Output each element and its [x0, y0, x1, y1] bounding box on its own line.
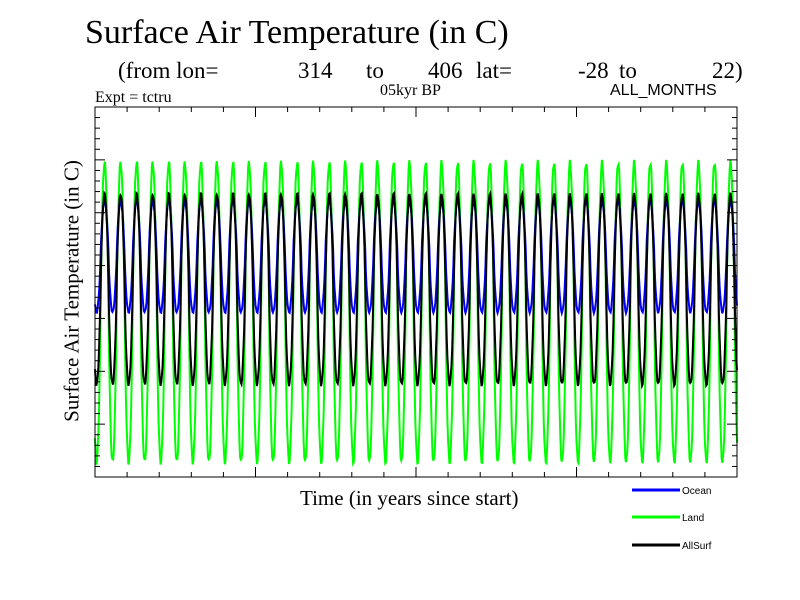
series-layer: [94, 159, 738, 468]
subtitle-prefix: (from lon=: [118, 58, 219, 83]
chart-title: Surface Air Temperature (in C): [85, 14, 509, 51]
legend-label-ocean: Ocean: [682, 486, 711, 497]
subtitle-lon-start: 314: [298, 58, 333, 83]
months-label: ALL_MONTHS: [610, 82, 717, 99]
subtitle-lat-label: lat=: [476, 58, 512, 83]
series-line-allsurf: [94, 189, 738, 390]
x-axis-label: Time (in years since start): [300, 486, 519, 510]
legend-label-allsurf: AllSurf: [682, 541, 712, 552]
legend: Ocean Land AllSurf: [632, 486, 712, 552]
subtitle-lat-end: 22): [712, 58, 743, 83]
subtitle-to-1: to: [366, 58, 384, 83]
y-axis-label: Surface Air Temperature (in C): [59, 160, 84, 422]
axis-ticks: [94, 106, 738, 478]
series-line-land: [94, 159, 738, 468]
subtitle-to-2: to: [619, 58, 637, 83]
subtitle-lon-end: 406: [428, 58, 463, 83]
experiment-label: Expt = tctru: [95, 89, 172, 106]
legend-label-land: Land: [682, 513, 704, 524]
period-label: 05kyr BP: [380, 82, 441, 99]
series-line-ocean: [94, 196, 738, 318]
subtitle-lat-start: -28: [578, 58, 609, 83]
